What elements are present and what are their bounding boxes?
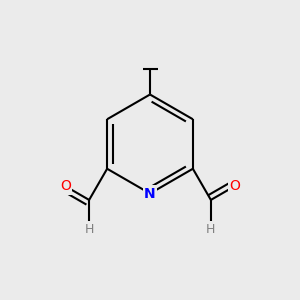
Text: H: H	[206, 223, 216, 236]
Text: H: H	[84, 223, 94, 236]
Text: O: O	[229, 179, 240, 194]
Text: N: N	[144, 187, 156, 200]
Text: O: O	[60, 179, 71, 194]
